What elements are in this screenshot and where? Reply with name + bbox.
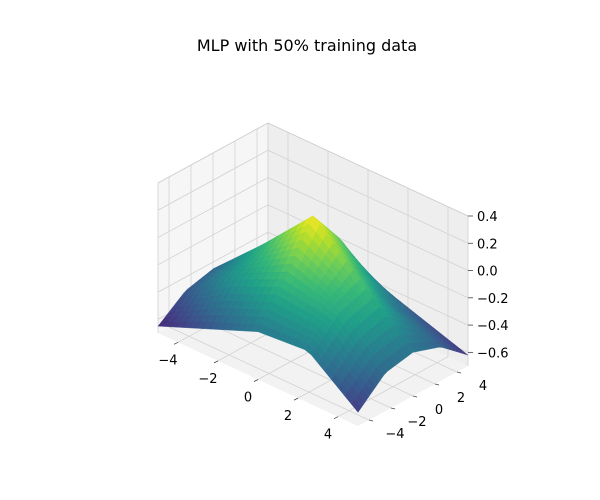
z-tick-label: 0.0 bbox=[477, 265, 498, 280]
z-tick-label: −0.4 bbox=[477, 319, 509, 334]
chart-title: MLP with 50% training data bbox=[197, 36, 417, 55]
x-tick-label: −4 bbox=[158, 353, 177, 368]
y-tick-label: 4 bbox=[479, 379, 487, 394]
x-tick-mark bbox=[213, 360, 219, 364]
grid-line-z bbox=[157, 231, 269, 293]
y-tick-mark bbox=[390, 407, 396, 410]
x-tick-mark bbox=[253, 379, 259, 382]
grid-line-z bbox=[157, 204, 269, 266]
z-tick-label: 0.2 bbox=[477, 237, 498, 252]
y-tick-label: 0 bbox=[435, 403, 443, 418]
z-tick-label: −0.6 bbox=[477, 346, 509, 361]
x-tick-mark bbox=[293, 397, 299, 401]
grid-line-y bbox=[168, 326, 370, 421]
y-tick-mark bbox=[456, 371, 462, 374]
x-tick-mark bbox=[173, 341, 179, 345]
grid-line-z bbox=[157, 177, 269, 238]
pane-edge bbox=[157, 122, 269, 184]
x-tick-label: 2 bbox=[284, 409, 292, 424]
surface-patch bbox=[351, 398, 362, 413]
y-tick-mark bbox=[412, 395, 418, 398]
y-tick-label: 2 bbox=[457, 391, 465, 406]
y-tick-label: −2 bbox=[407, 415, 426, 430]
grid-line-z bbox=[267, 149, 469, 244]
y-tick-label: −4 bbox=[385, 427, 404, 442]
z-tick-label: −0.2 bbox=[477, 292, 509, 307]
x-tick-label: 4 bbox=[324, 428, 332, 443]
grid-line-z bbox=[267, 177, 469, 271]
axes bbox=[173, 215, 473, 422]
surface-plot bbox=[157, 215, 469, 413]
y-tick-mark bbox=[434, 383, 440, 386]
y-tick-mark bbox=[368, 419, 374, 422]
z-tick-label: 0.4 bbox=[477, 210, 498, 225]
x-tick-mark bbox=[333, 416, 339, 420]
pane-edge bbox=[267, 122, 469, 217]
x-tick-label: −2 bbox=[198, 372, 217, 387]
grid-line-z bbox=[157, 149, 269, 211]
grid-line-z bbox=[267, 204, 469, 299]
x-tick-label: 0 bbox=[244, 391, 252, 406]
